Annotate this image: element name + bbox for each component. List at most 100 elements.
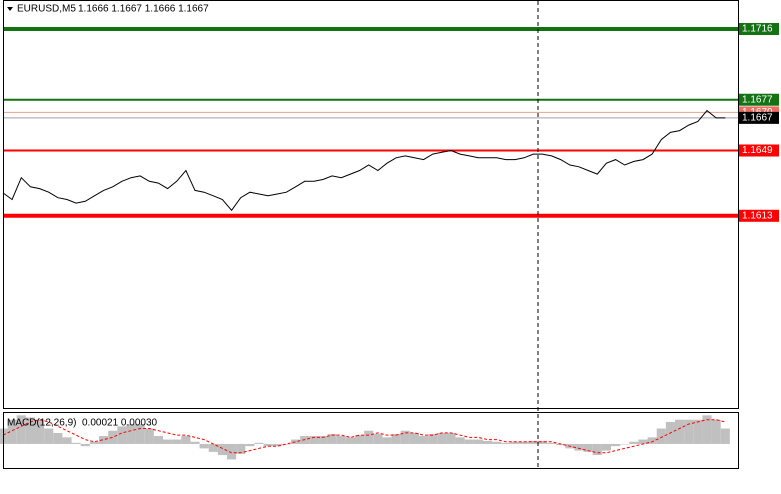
macd-bar	[163, 439, 173, 444]
macd-bar	[318, 436, 328, 444]
macd-bar	[693, 419, 703, 444]
macd-bar	[99, 436, 109, 444]
macd-bar	[53, 432, 63, 444]
macd-bar	[71, 442, 81, 444]
macd-bar	[601, 443, 611, 451]
macd-bar	[89, 441, 99, 444]
macd-bar	[455, 437, 465, 444]
macd-bar	[217, 443, 227, 455]
macd-bar	[437, 432, 447, 444]
macd-bar	[592, 443, 602, 455]
macd-bar	[537, 440, 547, 444]
macd-bar	[263, 443, 273, 447]
macd-bar	[336, 436, 346, 444]
macd-bar	[7, 419, 17, 444]
price-line	[2, 109, 726, 212]
macd-bar	[464, 439, 474, 444]
macd-bar	[483, 440, 493, 444]
macd-bar	[254, 442, 264, 444]
macd-bar	[675, 419, 685, 444]
symbol: EURUSD,M5	[17, 4, 76, 15]
macd-bar	[492, 441, 502, 444]
macd-bar	[291, 439, 301, 444]
level-label: 1.1613	[742, 210, 773, 221]
macd-bar	[409, 432, 419, 444]
macd-bar	[501, 442, 511, 444]
macd-bar	[510, 441, 520, 444]
macd-bar	[519, 441, 529, 444]
macd-bar	[528, 440, 538, 444]
macd-bar	[547, 442, 557, 444]
macd-bar	[16, 415, 26, 444]
macd-bar	[419, 436, 429, 444]
macd-bar	[35, 419, 45, 444]
macd-bar	[126, 424, 136, 444]
macd-bar	[647, 437, 657, 444]
bid-label: 1.1667	[742, 113, 773, 124]
macd-bar	[281, 443, 291, 445]
bid-label-bg	[739, 111, 779, 124]
macd-bar	[309, 436, 319, 444]
macd-bar	[428, 434, 438, 444]
macd-bar	[44, 428, 54, 444]
macd-frame	[3, 412, 739, 469]
macd-bar	[236, 443, 246, 454]
macd-bar	[711, 419, 721, 444]
level-label-bg	[739, 144, 779, 157]
level-label: 1.1677	[742, 94, 773, 105]
macd-bar	[611, 443, 621, 447]
macd-bar	[172, 439, 182, 444]
macd-bar	[345, 437, 355, 444]
macd-bar	[574, 443, 584, 451]
macd-bar	[364, 430, 374, 444]
macd-bar	[583, 443, 593, 452]
ohlc: 1.1666 1.1667 1.1666 1.1667	[78, 4, 209, 15]
macd-bar	[181, 436, 191, 444]
marks-layer	[0, 27, 738, 460]
macd-bar	[373, 434, 383, 444]
macd-bar	[473, 439, 483, 444]
macd-bar	[400, 430, 410, 444]
level-label-bg	[739, 209, 779, 222]
macd-bar	[446, 432, 456, 444]
macd-bar	[656, 428, 666, 444]
macd-values: 0.00021 0.00030	[82, 418, 158, 429]
macd-bar	[684, 419, 694, 444]
macd-label: MACD(12,26,9)	[7, 418, 76, 429]
macd-bar	[135, 424, 145, 444]
level-label-bg	[739, 23, 779, 36]
macd-bar	[153, 436, 163, 444]
macd-bar	[108, 430, 118, 444]
level-label: 1.1716	[742, 24, 773, 35]
macd-bar	[391, 434, 401, 444]
macd-bar	[556, 443, 566, 446]
macd-bar	[190, 441, 200, 444]
macd-bar	[620, 443, 630, 445]
macd-bar	[117, 426, 127, 444]
macd-bar	[227, 443, 237, 460]
macd-bar	[327, 434, 337, 444]
macd-bar	[80, 443, 90, 447]
level-label: 1.1649	[742, 145, 773, 156]
menu-arrow	[7, 7, 13, 11]
macd-bar	[638, 439, 648, 444]
macd-bar	[25, 417, 35, 444]
macd-bar	[144, 428, 154, 444]
macd-bar	[272, 443, 282, 447]
macd-bar	[245, 443, 255, 447]
macd-bar	[199, 443, 209, 449]
level-label-bg	[739, 93, 779, 106]
macd-bar	[720, 428, 730, 444]
macd-bar	[382, 437, 392, 444]
macd-signal	[2, 419, 726, 454]
macd-bar	[702, 415, 712, 444]
macd-bar	[62, 437, 72, 444]
macd-bar	[208, 443, 218, 452]
macd-bar	[629, 441, 639, 444]
main-frame	[3, 0, 739, 409]
macd-bar	[355, 435, 365, 444]
